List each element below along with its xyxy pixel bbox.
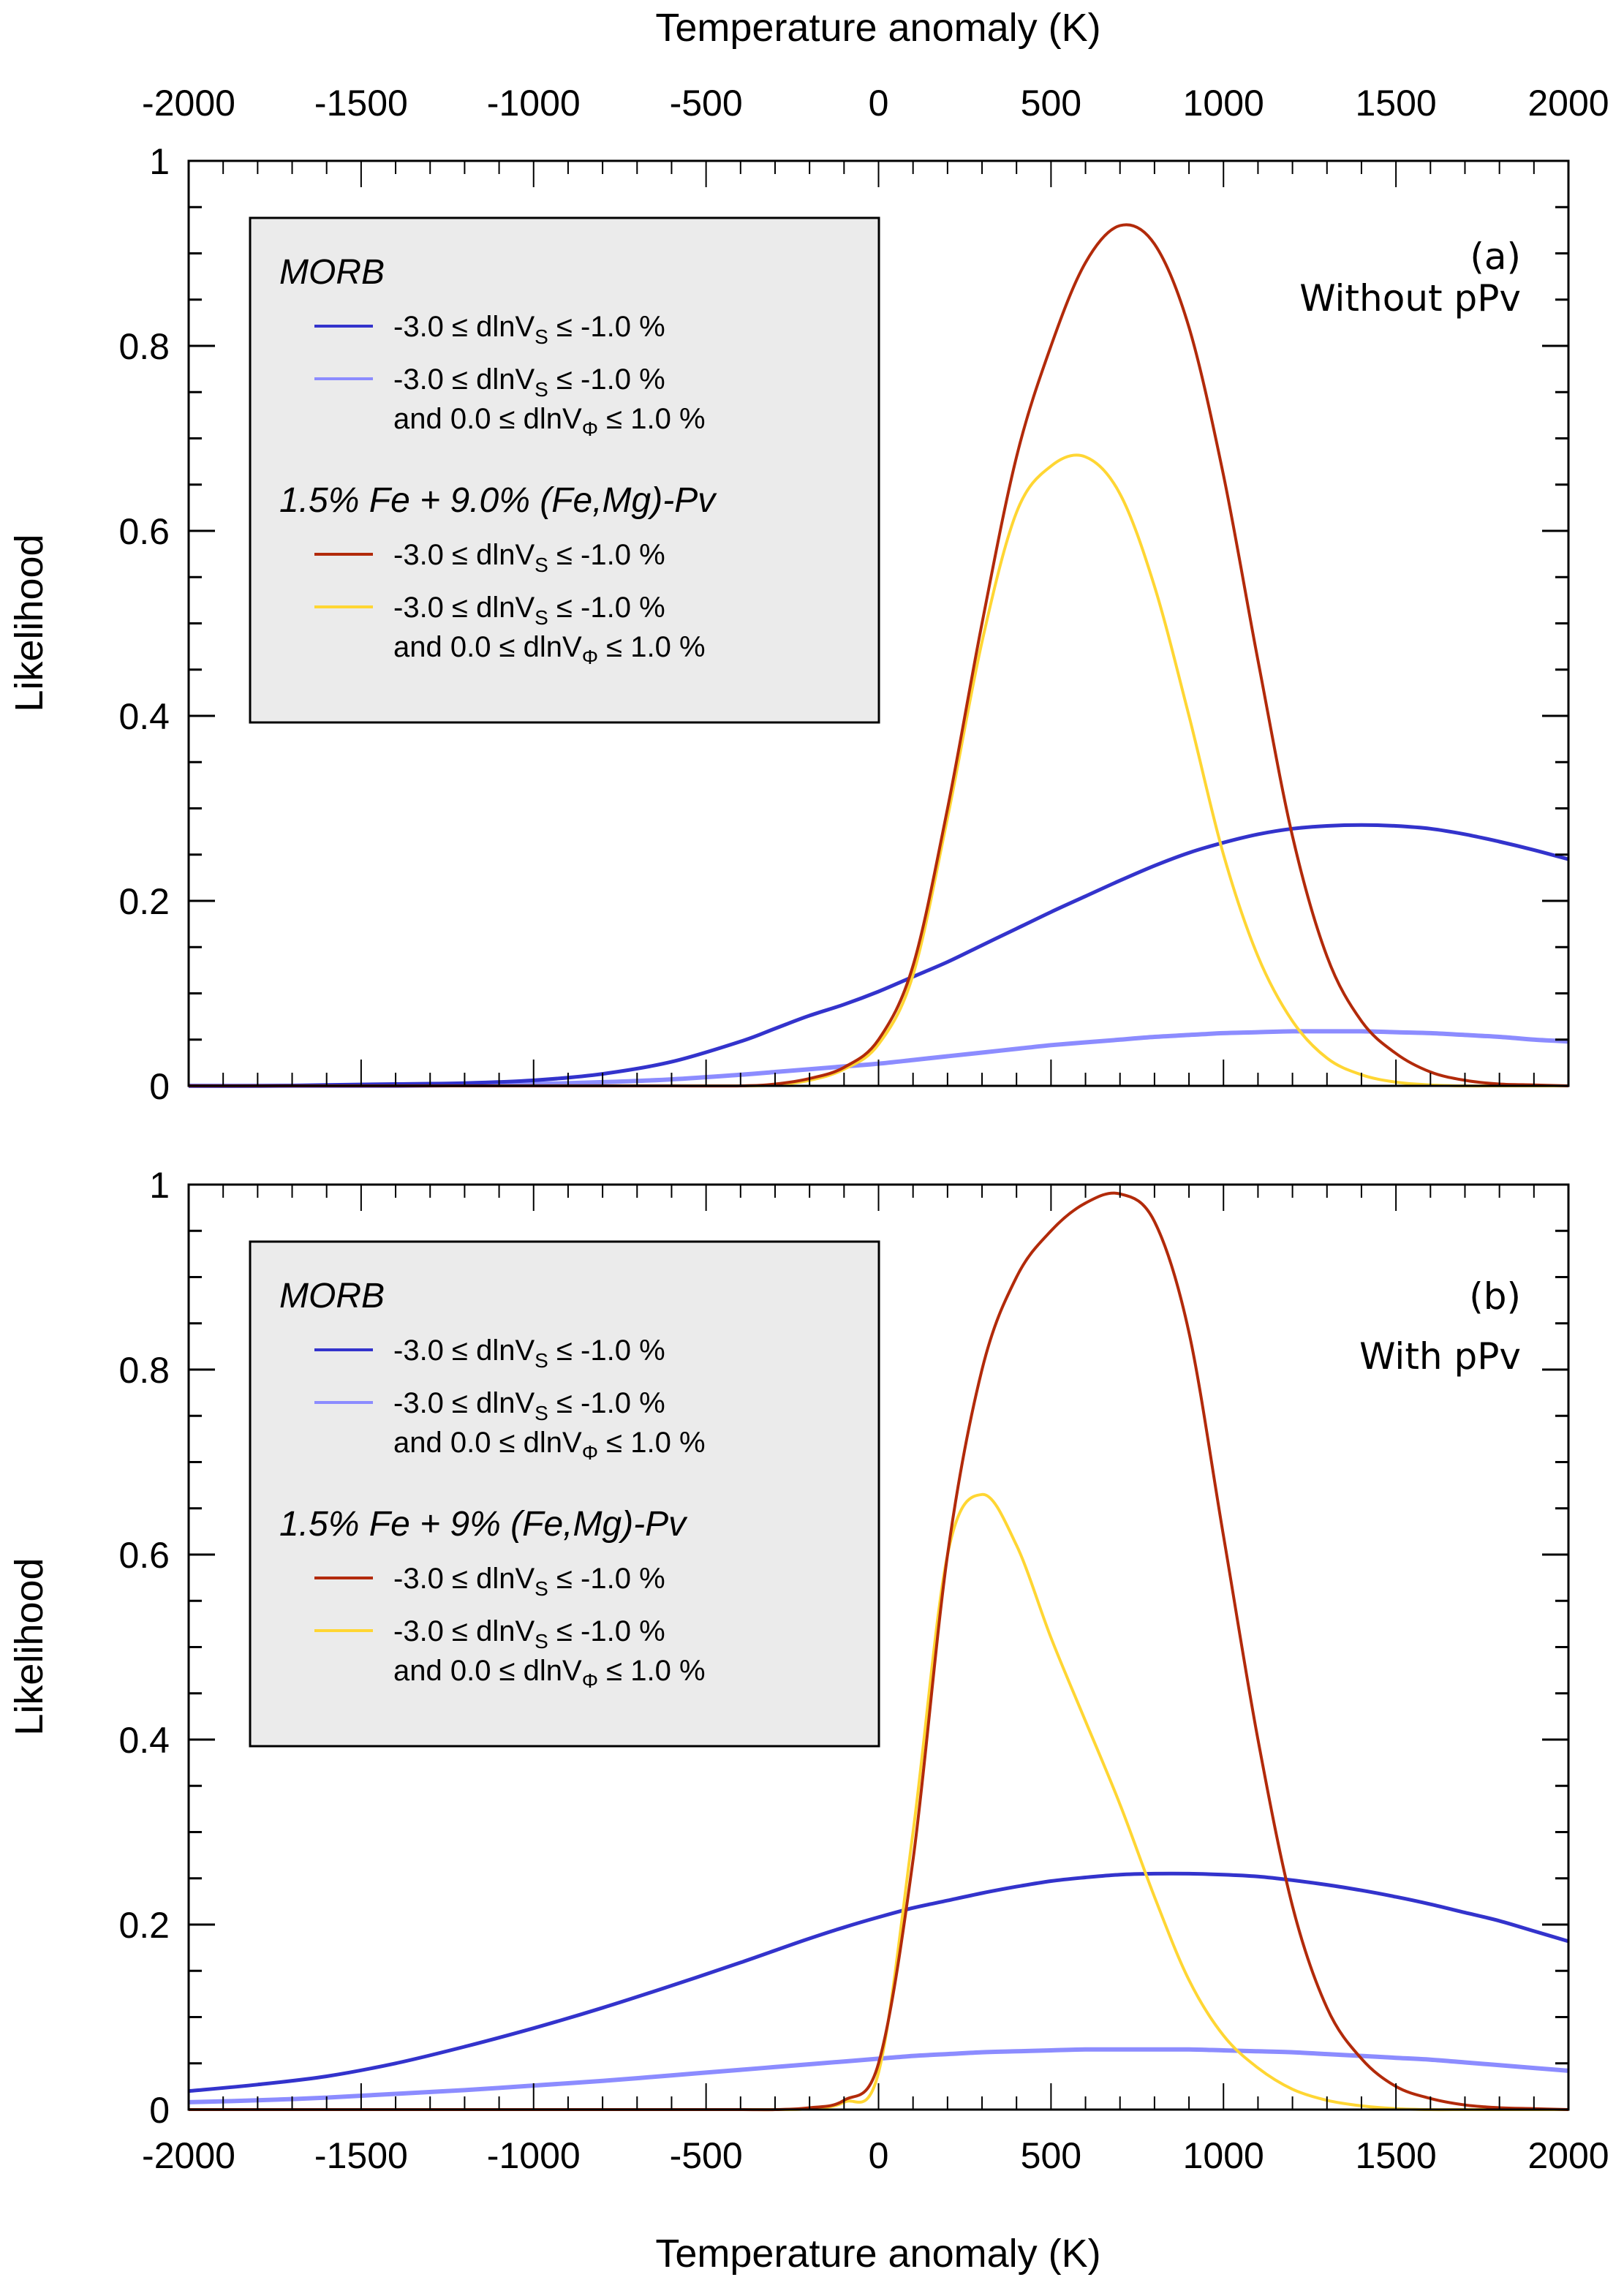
x-tick-label: 500 (1021, 2135, 1081, 2176)
panel-subtitle: With pPv (1359, 1335, 1521, 1378)
legend-entry-label: -3.0 ≤ dlnVS ≤ -1.0 % (393, 311, 665, 348)
x-tick-label: -1000 (487, 83, 581, 124)
y-tick-label: 0.4 (118, 696, 170, 737)
legend-entry-label-line2: and 0.0 ≤ dlnVΦ ≤ 1.0 % (393, 1655, 706, 1692)
panel-label: (a) (1470, 235, 1521, 278)
legend-entry-label: -3.0 ≤ dlnVS ≤ -1.0 % (393, 592, 665, 629)
x-tick-label: -2000 (142, 83, 235, 124)
y-tick-label: 0 (149, 2090, 170, 2131)
x-tick-label: 2000 (1527, 83, 1609, 124)
y-tick-label: 0.4 (118, 1720, 170, 1761)
x-tick-label: -1000 (487, 2135, 581, 2176)
x-tick-label: -500 (670, 2135, 743, 2176)
x-tick-label: 0 (869, 83, 889, 124)
y-axis-title: Likelihood (7, 534, 51, 711)
x-tick-label: 0 (869, 2135, 889, 2176)
y-tick-label: 0.8 (118, 1350, 170, 1391)
x-tick-label: 1000 (1183, 83, 1264, 124)
legend-entry-label: -3.0 ≤ dlnVS ≤ -1.0 % (393, 363, 665, 401)
y-tick-label: 0.6 (118, 511, 170, 552)
panel-b: 0 0.2 0.4 0.6 0.8 1 -2000 -1500 -1000 -500 0 500 100… (7, 1165, 1609, 2176)
x-tick-label: -1500 (314, 2135, 408, 2176)
x-tick-label: 1500 (1356, 83, 1437, 124)
panel-label: (b) (1469, 1275, 1521, 1318)
series-line-0 (189, 823, 1568, 1088)
bottom-x-axis-title: Temperature anomaly (K) (655, 2232, 1100, 2276)
y-tick-label: 0.6 (118, 1535, 170, 1576)
x-tick-label: 2000 (1527, 2135, 1609, 2176)
legend-entry-label: -3.0 ≤ dlnVS ≤ -1.0 % (393, 539, 665, 576)
legend-group-heading: MORB (279, 1277, 385, 1315)
y-tick-label: 0.2 (118, 881, 170, 922)
y-tick-label: 0.8 (118, 326, 170, 367)
series-line-0 (189, 1871, 1568, 2093)
x-tick-label: -2000 (142, 2135, 235, 2176)
legend-entry-label-line2: and 0.0 ≤ dlnVΦ ≤ 1.0 % (393, 403, 706, 440)
panel-a: 0 0.2 0.4 0.6 0.8 1 -2000 -1500 -1000 -500 0 500 100… (7, 83, 1609, 1107)
y-tick-label: 0 (149, 1066, 170, 1107)
series-line-1 (189, 2047, 1568, 2104)
series-line-1 (189, 1029, 1568, 1089)
legend-entry-label-line2: and 0.0 ≤ dlnVΦ ≤ 1.0 % (393, 631, 706, 668)
x-tick-label: 1500 (1356, 2135, 1437, 2176)
legend: MORB-3.0 ≤ dlnVS ≤ -1.0 %-3.0 ≤ dlnVS ≤ … (249, 1240, 880, 1748)
panel-subtitle: Without pPv (1299, 277, 1521, 320)
legend-entry-label: -3.0 ≤ dlnVS ≤ -1.0 % (393, 1334, 665, 1372)
y-tick-label: 0.2 (118, 1905, 170, 1946)
legend-entry-label: -3.0 ≤ dlnVS ≤ -1.0 % (393, 1387, 665, 1424)
y-tick-label: 1 (149, 1165, 170, 1206)
x-tick-label: 500 (1021, 83, 1081, 124)
legend-box (249, 1240, 880, 1748)
top-x-axis-title: Temperature anomaly (K) (655, 6, 1100, 50)
x-tick-label: -500 (670, 83, 743, 124)
x-tick-label: -1500 (314, 83, 408, 124)
x-tick-label: 1000 (1183, 2135, 1264, 2176)
legend-group-heading: MORB (279, 253, 385, 292)
y-tick-label: 1 (149, 141, 170, 182)
legend-entry-label: -3.0 ≤ dlnVS ≤ -1.0 % (393, 1615, 665, 1653)
legend-entry-label: -3.0 ≤ dlnVS ≤ -1.0 % (393, 1563, 665, 1600)
legend-group-heading: 1.5% Fe + 9% (Fe,Mg)-Pv (279, 1505, 688, 1544)
legend: MORB-3.0 ≤ dlnVS ≤ -1.0 %-3.0 ≤ dlnVS ≤ … (249, 216, 880, 724)
legend-box (249, 216, 880, 724)
legend-entry-label-line2: and 0.0 ≤ dlnVΦ ≤ 1.0 % (393, 1427, 706, 1464)
legend-group-heading: 1.5% Fe + 9.0% (Fe,Mg)-Pv (279, 481, 717, 520)
y-axis-title: Likelihood (7, 1558, 51, 1735)
